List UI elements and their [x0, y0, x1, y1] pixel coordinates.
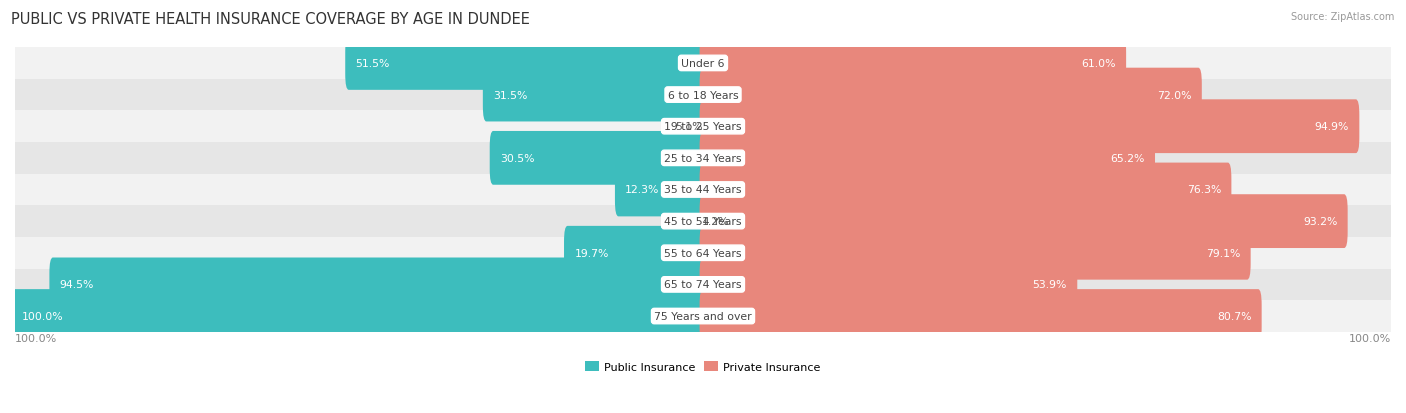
Text: 25 to 34 Years: 25 to 34 Years: [664, 154, 742, 164]
FancyBboxPatch shape: [489, 132, 706, 185]
Text: 65 to 74 Years: 65 to 74 Years: [664, 280, 742, 290]
Bar: [15, 206, 1391, 237]
Text: 30.5%: 30.5%: [501, 154, 534, 164]
FancyBboxPatch shape: [346, 37, 706, 90]
Text: 80.7%: 80.7%: [1216, 311, 1251, 321]
FancyBboxPatch shape: [700, 37, 1126, 90]
Text: 72.0%: 72.0%: [1157, 90, 1191, 100]
Text: 51.5%: 51.5%: [356, 59, 389, 69]
Text: 76.3%: 76.3%: [1187, 185, 1220, 195]
FancyBboxPatch shape: [700, 69, 1202, 122]
FancyBboxPatch shape: [482, 69, 706, 122]
Text: 65.2%: 65.2%: [1111, 154, 1144, 164]
Bar: [15, 48, 1391, 80]
Text: 35 to 44 Years: 35 to 44 Years: [664, 185, 742, 195]
FancyBboxPatch shape: [665, 100, 706, 154]
Text: 94.9%: 94.9%: [1315, 122, 1348, 132]
Legend: Public Insurance, Private Insurance: Public Insurance, Private Insurance: [585, 361, 821, 372]
FancyBboxPatch shape: [700, 132, 1154, 185]
Text: 55 to 64 Years: 55 to 64 Years: [664, 248, 742, 258]
Text: 31.5%: 31.5%: [494, 90, 527, 100]
Text: 19.7%: 19.7%: [574, 248, 609, 258]
Text: Source: ZipAtlas.com: Source: ZipAtlas.com: [1291, 12, 1395, 22]
Text: 93.2%: 93.2%: [1303, 216, 1337, 227]
Bar: [15, 269, 1391, 301]
FancyBboxPatch shape: [692, 195, 706, 248]
Bar: [15, 111, 1391, 142]
FancyBboxPatch shape: [700, 195, 1348, 248]
Bar: [15, 237, 1391, 269]
Text: Under 6: Under 6: [682, 59, 724, 69]
Text: 61.0%: 61.0%: [1081, 59, 1116, 69]
FancyBboxPatch shape: [700, 163, 1232, 217]
FancyBboxPatch shape: [700, 258, 1077, 311]
Text: 5.1%: 5.1%: [675, 122, 702, 132]
Bar: [15, 301, 1391, 332]
Text: 19 to 25 Years: 19 to 25 Years: [664, 122, 742, 132]
Text: 12.3%: 12.3%: [626, 185, 659, 195]
Bar: [15, 80, 1391, 111]
FancyBboxPatch shape: [614, 163, 706, 217]
Text: 53.9%: 53.9%: [1032, 280, 1067, 290]
Bar: [15, 174, 1391, 206]
Text: 94.5%: 94.5%: [59, 280, 94, 290]
Text: 100.0%: 100.0%: [22, 311, 63, 321]
Text: 6 to 18 Years: 6 to 18 Years: [668, 90, 738, 100]
Text: 100.0%: 100.0%: [1348, 333, 1391, 343]
FancyBboxPatch shape: [700, 226, 1251, 280]
Text: 79.1%: 79.1%: [1206, 248, 1240, 258]
Text: PUBLIC VS PRIVATE HEALTH INSURANCE COVERAGE BY AGE IN DUNDEE: PUBLIC VS PRIVATE HEALTH INSURANCE COVER…: [11, 12, 530, 27]
Text: 1.2%: 1.2%: [702, 216, 730, 227]
Text: 45 to 54 Years: 45 to 54 Years: [664, 216, 742, 227]
FancyBboxPatch shape: [564, 226, 706, 280]
FancyBboxPatch shape: [700, 100, 1360, 154]
Bar: [15, 142, 1391, 174]
FancyBboxPatch shape: [11, 290, 706, 343]
Text: 75 Years and over: 75 Years and over: [654, 311, 752, 321]
FancyBboxPatch shape: [700, 290, 1261, 343]
Text: 100.0%: 100.0%: [15, 333, 58, 343]
FancyBboxPatch shape: [49, 258, 706, 311]
